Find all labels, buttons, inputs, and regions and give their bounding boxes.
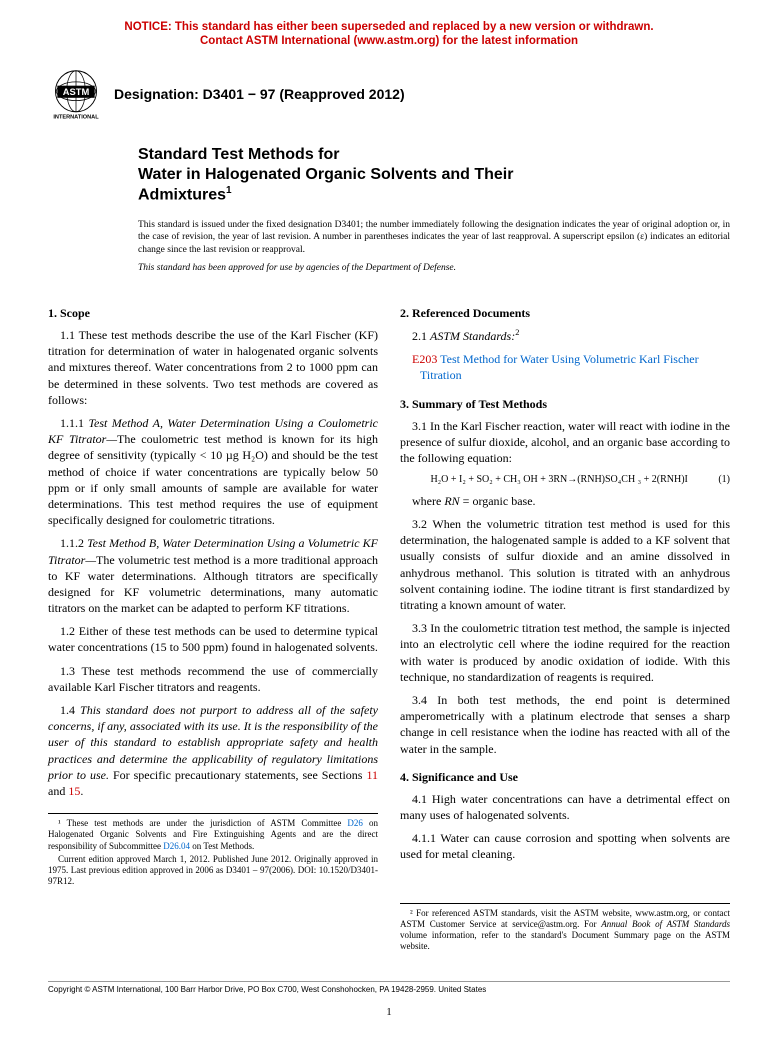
- title-footnote-sup: 1: [226, 185, 232, 196]
- document-title: Standard Test Methods for Water in Halog…: [138, 145, 730, 205]
- title-line2: Water in Halogenated Organic Solvents an…: [138, 166, 513, 183]
- link-section-15[interactable]: 15: [68, 784, 80, 798]
- title-line3: Admixtures: [138, 186, 226, 203]
- footnote-1: ¹ These test methods are under the juris…: [48, 818, 378, 852]
- dod-approval-note: This standard has been approved for use …: [138, 262, 730, 275]
- link-section-11[interactable]: 11: [366, 768, 378, 782]
- notice-line1: NOTICE: This standard has either been su…: [124, 21, 653, 33]
- section-1-head: 1. Scope: [48, 305, 378, 321]
- notice-line2: Contact ASTM International (www.astm.org…: [200, 35, 578, 47]
- p111-lead: 1.1.1: [60, 416, 88, 430]
- fn1-a: ¹ These test methods are under the juris…: [58, 818, 347, 828]
- p21-sup: 2: [515, 328, 519, 337]
- p21-lead: 2.1: [412, 329, 430, 343]
- svg-text:INTERNATIONAL: INTERNATIONAL: [53, 114, 99, 120]
- section-3-head: 3. Summary of Test Methods: [400, 396, 730, 412]
- para-1-2: 1.2 Either of these test methods can be …: [48, 623, 378, 655]
- where-lead: where: [412, 494, 444, 508]
- para-1-1-1: 1.1.1 Test Method A, Water Determination…: [48, 415, 378, 528]
- ref-std-code: E203: [412, 352, 437, 366]
- para-3-1: 3.1 In the Karl Fischer reaction, water …: [400, 418, 730, 467]
- referenced-standard[interactable]: E203 Test Method for Water Using Volumet…: [420, 351, 730, 383]
- p112-body: The volumetric test method is a more tra…: [48, 553, 378, 616]
- para-1-4: 1.4 This standard does not purport to ad…: [48, 702, 378, 799]
- p14-mid: and: [48, 784, 68, 798]
- where-ital: RN: [444, 494, 459, 508]
- section-2-head: 2. Referenced Documents: [400, 305, 730, 321]
- p14-lead: 1.4: [60, 703, 80, 717]
- eq-body: H₂O + I₂ + SO₂ + CH₃ OH + 3RN→(RNH)SO₄CH…: [430, 474, 687, 485]
- equation-where: where RN = organic base.: [400, 493, 730, 509]
- fn2-b: volume information, refer to the standar…: [400, 930, 730, 951]
- where-body: = organic base.: [460, 494, 536, 508]
- para-3-4: 3.4 In both test methods, the end point …: [400, 692, 730, 757]
- ref-std-title: Test Method for Water Using Volumetric K…: [420, 352, 699, 382]
- footnotes-left: ¹ These test methods are under the juris…: [48, 813, 378, 888]
- copyright-footer: Copyright © ASTM International, 100 Barr…: [48, 981, 730, 996]
- issued-note: This standard is issued under the fixed …: [138, 219, 730, 256]
- footnotes-right: ² For referenced ASTM standards, visit t…: [400, 903, 730, 953]
- title-block: Standard Test Methods for Water in Halog…: [138, 145, 730, 205]
- eq-number: (1): [718, 473, 730, 487]
- para-1-1-2: 1.1.2 Test Method B, Water Determination…: [48, 535, 378, 616]
- fn1-c: on Test Methods.: [190, 841, 254, 851]
- p21-ital: ASTM Standards:: [430, 329, 515, 343]
- designation-text: Designation: D3401 − 97 (Reapproved 2012…: [114, 85, 405, 104]
- right-column: 2. Referenced Documents 2.1 ASTM Standar…: [400, 293, 730, 955]
- astm-logo-icon: ASTM INTERNATIONAL: [48, 67, 104, 123]
- para-4-1: 4.1 High water concentrations can have a…: [400, 791, 730, 823]
- para-1-1: 1.1 These test methods describe the use …: [48, 327, 378, 408]
- section-4-head: 4. Significance and Use: [400, 769, 730, 785]
- equation-1: H₂O + I₂ + SO₂ + CH₃ OH + 3RN→(RNH)SO₄CH…: [400, 473, 730, 487]
- p14-end: .: [80, 784, 83, 798]
- banner-notice: NOTICE: This standard has either been su…: [48, 20, 730, 49]
- left-column: 1. Scope 1.1 These test methods describe…: [48, 293, 378, 955]
- para-1-3: 1.3 These test methods recommend the use…: [48, 663, 378, 695]
- para-3-3: 3.3 In the coulometric titration test me…: [400, 620, 730, 685]
- p112-lead: 1.1.2: [60, 536, 87, 550]
- link-committee-d26[interactable]: D26: [347, 818, 363, 828]
- title-line1: Standard Test Methods for: [138, 146, 340, 163]
- footnote-2: ² For referenced ASTM standards, visit t…: [400, 908, 730, 953]
- document-page: NOTICE: This standard has either been su…: [0, 0, 778, 1050]
- header-row: ASTM INTERNATIONAL Designation: D3401 − …: [48, 67, 730, 123]
- para-3-2: 3.2 When the volumetric titration test m…: [400, 516, 730, 613]
- fn2-ital: Annual Book of ASTM Standards: [601, 919, 730, 929]
- page-number: 1: [48, 1005, 730, 1020]
- two-column-layout: 1. Scope 1.1 These test methods describe…: [48, 293, 730, 955]
- p14-tail-a: For specific precautionary statements, s…: [109, 768, 366, 782]
- svg-text:ASTM: ASTM: [63, 87, 90, 97]
- link-subcommittee-d2604[interactable]: D26.04: [163, 841, 190, 851]
- p111-body: The coulometric test method is known for…: [48, 432, 378, 527]
- para-2-1: 2.1 ASTM Standards:2: [400, 327, 730, 344]
- footnote-1-p2: Current edition approved March 1, 2012. …: [48, 854, 378, 888]
- para-4-1-1: 4.1.1 Water can cause corrosion and spot…: [400, 830, 730, 862]
